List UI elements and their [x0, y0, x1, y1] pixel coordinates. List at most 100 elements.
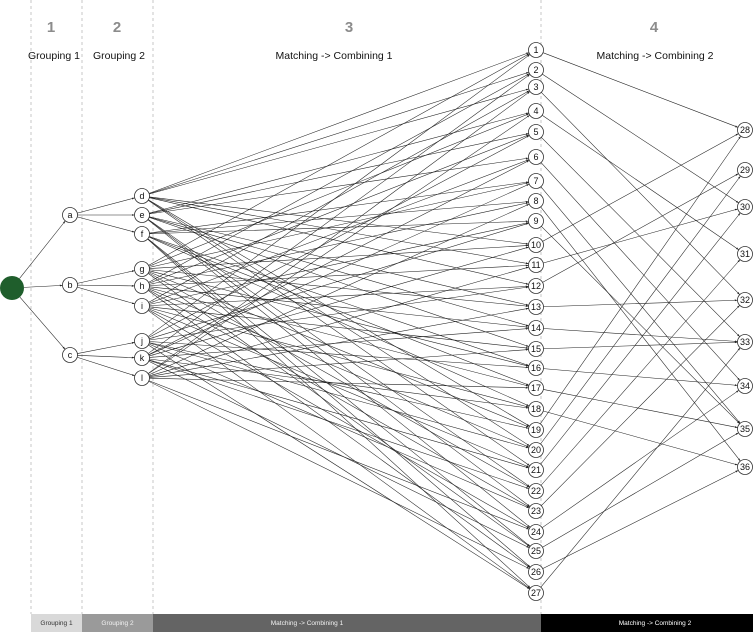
- node-5: 5: [528, 124, 544, 140]
- root-node: [0, 276, 24, 300]
- node-18-circle: [528, 401, 544, 417]
- node-a-label: a: [67, 210, 72, 220]
- edge-26-to-36: [542, 470, 739, 569]
- node-16-circle: [528, 360, 544, 376]
- edge-j-to-1: [147, 54, 531, 337]
- node-k-label: k: [140, 353, 145, 363]
- edge-l-to-26: [148, 381, 530, 569]
- node-13: 13: [528, 299, 544, 315]
- node-j-label: j: [140, 336, 143, 346]
- node-h-circle: [134, 278, 150, 294]
- node-l: l: [134, 370, 150, 386]
- edge-l-to-3: [147, 91, 531, 374]
- edge-24-to-34: [541, 390, 740, 528]
- edge-d-to-19: [148, 199, 530, 427]
- edge-h-to-26: [147, 290, 531, 568]
- node-23-circle: [528, 503, 544, 519]
- edge-c-to-j: [77, 342, 135, 354]
- node-14-label: 14: [531, 323, 541, 333]
- edge-h-to-2: [148, 73, 530, 283]
- node-3-label: 3: [533, 82, 538, 92]
- edge-k-to-22: [149, 360, 529, 489]
- node-11: 11: [528, 257, 544, 273]
- edge-k-to-10: [149, 246, 529, 357]
- node-13-circle: [528, 299, 544, 315]
- footer-grouping-1-label: Grouping 1: [40, 620, 73, 627]
- footer-grouping-2-label: Grouping 2: [101, 620, 134, 627]
- node-10-label: 10: [531, 240, 541, 250]
- edge-e-to-15: [149, 217, 529, 347]
- edge-a-to-f: [77, 216, 135, 233]
- node-e-circle: [134, 207, 150, 223]
- node-21: 21: [528, 462, 544, 478]
- edge-i-to-3: [148, 90, 530, 303]
- edge-l-to-15: [149, 348, 529, 378]
- stage-4-number: 4: [650, 19, 659, 36]
- node-17-label: 17: [531, 383, 541, 393]
- edge-14-to-33: [543, 328, 738, 343]
- node-d: d: [134, 188, 150, 204]
- edge-j-to-19: [149, 342, 529, 429]
- stage-headers: 1 Grouping 1 2 Grouping 2 3 Matching -> …: [28, 19, 714, 62]
- node-b-circle: [62, 277, 78, 293]
- node-18: 18: [528, 401, 544, 417]
- edge-e-to-4: [149, 112, 529, 214]
- node-18-label: 18: [531, 404, 541, 414]
- node-i-circle: [134, 298, 150, 314]
- node-23: 23: [528, 503, 544, 519]
- node-25: 25: [528, 543, 544, 559]
- node-l-label: l: [141, 373, 143, 383]
- edge-k-to-25: [148, 361, 530, 548]
- footer-grouping-2-band: [82, 614, 153, 632]
- node-a-circle: [62, 207, 78, 223]
- node-i: i: [134, 298, 150, 314]
- node-19: 19: [528, 422, 544, 438]
- node-14-circle: [528, 320, 544, 336]
- node-21-circle: [528, 462, 544, 478]
- node-3: 3: [528, 79, 544, 95]
- node-21-label: 21: [531, 465, 541, 475]
- edge-root-to-c: [19, 296, 66, 350]
- edge-c-to-k: [77, 355, 135, 359]
- node-27-label: 27: [531, 588, 541, 598]
- node-20-circle: [528, 442, 544, 458]
- edge-j-to-20: [149, 342, 529, 449]
- node-28-label: 28: [740, 125, 750, 135]
- edge-f-to-25: [147, 238, 531, 547]
- edge-15-to-33: [543, 341, 738, 350]
- edge-16-to-34: [543, 368, 738, 387]
- node-26-circle: [528, 564, 544, 580]
- edge-d-to-21: [148, 200, 530, 466]
- edge-e-to-5: [149, 133, 529, 214]
- edge-i-to-15: [149, 306, 529, 349]
- edge-9-to-35: [541, 226, 740, 424]
- node-6-circle: [528, 149, 544, 165]
- edge-19-to-28: [540, 135, 741, 425]
- node-17: 17: [528, 380, 544, 396]
- edge-k-to-14: [149, 327, 529, 358]
- node-32-label: 32: [740, 295, 750, 305]
- node-9-circle: [528, 213, 544, 229]
- node-15-label: 15: [531, 344, 541, 354]
- node-k: k: [134, 350, 150, 366]
- stage-2-title: Grouping 2: [93, 50, 145, 62]
- node-1: 1: [528, 42, 544, 58]
- edge-k-to-21: [149, 359, 529, 469]
- edge-j-to-27: [148, 344, 530, 590]
- edge-e-to-22: [147, 219, 531, 487]
- edge-g-to-1: [148, 53, 530, 266]
- node-i-label: i: [141, 301, 143, 311]
- edge-j-to-9: [149, 222, 529, 340]
- node-30: 30: [737, 199, 753, 215]
- node-2: 2: [528, 62, 544, 78]
- edge-27-to-33: [540, 347, 741, 588]
- edge-d-to-11: [149, 197, 529, 265]
- edge-l-to-17: [149, 377, 529, 389]
- edge-i-to-21: [148, 308, 530, 468]
- node-29: 29: [737, 162, 753, 178]
- edge-j-to-23: [148, 343, 530, 509]
- node-7-label: 7: [533, 176, 538, 186]
- node-29-label: 29: [740, 165, 750, 175]
- edge-g-to-19: [148, 271, 530, 428]
- edge-i-to-6: [148, 159, 530, 304]
